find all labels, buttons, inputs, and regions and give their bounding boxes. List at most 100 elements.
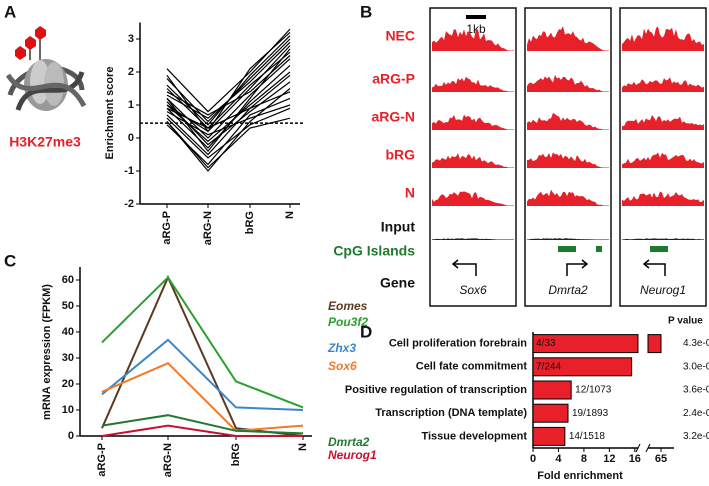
y-axis-label: mRNA expression (FPKM) xyxy=(41,284,53,420)
x-tick-label: aRG-N xyxy=(162,443,174,477)
series-line xyxy=(166,104,291,136)
p-value: 2.4e-06 xyxy=(683,408,709,419)
series-line xyxy=(166,38,291,123)
track-label: NEC xyxy=(385,28,415,44)
x-tick-label: bRG xyxy=(230,443,242,466)
panel-label: D xyxy=(360,322,372,341)
series-line xyxy=(101,338,304,411)
signal-track xyxy=(527,74,609,92)
y-tick-label: 3 xyxy=(128,33,134,45)
gene-ratio: 7/244 xyxy=(536,361,561,372)
series-line xyxy=(101,424,303,437)
p-value: 3.6e-03 xyxy=(683,385,709,396)
panel-label: A xyxy=(4,2,16,21)
y-tick-label: 50 xyxy=(62,300,74,312)
series-label: Eomes xyxy=(328,299,368,313)
signal-track xyxy=(432,238,514,240)
series-line xyxy=(101,414,304,435)
signal-track xyxy=(432,191,514,206)
gene-name: Sox6 xyxy=(459,283,487,297)
x-tick-label: aRG-P xyxy=(161,211,173,245)
x-tick-label: aRG-P xyxy=(96,443,108,477)
signal-track xyxy=(527,238,609,240)
category-label: Cell fate commitment xyxy=(416,361,528,373)
series-line xyxy=(166,31,291,133)
y-tick-label: 0 xyxy=(68,430,74,442)
series-line xyxy=(166,74,291,156)
track-label: N xyxy=(405,185,415,201)
cpg-islands xyxy=(558,246,668,252)
bar xyxy=(532,426,566,446)
gene-name: Neurog1 xyxy=(640,283,686,297)
bar xyxy=(532,403,569,423)
series-label: Pou3f2 xyxy=(328,315,368,329)
category-label: Positive regulation of transcription xyxy=(345,384,527,396)
x-tick-label: bRG xyxy=(244,211,256,234)
x-tick-label: aRG-N xyxy=(202,211,214,245)
series-line xyxy=(101,275,304,409)
bar xyxy=(532,380,572,400)
y-tick-label: -2 xyxy=(124,198,134,210)
gene-ratio: 14/1518 xyxy=(569,431,606,442)
bar xyxy=(532,357,633,377)
browser-frames xyxy=(429,7,707,307)
y-tick-label: -1 xyxy=(124,165,134,177)
series-label: Neurog1 xyxy=(328,448,377,462)
y-tick-label: 60 xyxy=(62,274,74,286)
bar xyxy=(647,334,662,354)
nucleosome-icon xyxy=(5,26,87,111)
signal-track xyxy=(432,76,514,92)
signal-track xyxy=(622,191,704,206)
series-line xyxy=(166,48,291,153)
track-label: CpG Islands xyxy=(333,243,415,259)
signal-track xyxy=(527,26,609,51)
category-label: Tissue development xyxy=(421,430,527,442)
x-tick-label: 0 xyxy=(530,453,536,465)
track-label: bRG xyxy=(385,147,415,163)
p-value: 4.3e-03 xyxy=(683,338,709,349)
y-tick-label: 10 xyxy=(62,404,74,416)
signal-track xyxy=(432,28,514,51)
x-tick-label: N xyxy=(297,443,309,451)
y-axis-label: Enrichment score xyxy=(104,67,116,160)
y-tick-label: 0 xyxy=(128,132,134,144)
category-label: Cell proliferation forebrain xyxy=(389,338,527,350)
x-axis-label: Fold enrichment xyxy=(537,470,623,482)
signal-track xyxy=(622,152,704,168)
series-line xyxy=(101,362,304,432)
signal-track xyxy=(432,114,514,130)
signal-track xyxy=(432,153,514,168)
y-tick-label: 1 xyxy=(128,99,134,111)
y-tick-label: 40 xyxy=(62,326,74,338)
series-label: Zhx3 xyxy=(327,341,356,355)
p-value: 3.2e-03 xyxy=(683,431,709,442)
series-line xyxy=(166,91,291,129)
signal-track xyxy=(527,152,609,168)
gene-arrows xyxy=(451,259,666,276)
series-line xyxy=(166,51,291,129)
p-value-header: P value xyxy=(668,316,703,327)
mark-label: H3K27me3 xyxy=(9,134,81,150)
category-label: Transcription (DNA template) xyxy=(375,407,527,419)
track-label: aRG-N xyxy=(371,109,415,125)
bar xyxy=(532,334,639,354)
track-label: aRG-P xyxy=(372,71,415,87)
series-label: Sox6 xyxy=(328,359,357,373)
series-line xyxy=(166,107,291,159)
signal-track xyxy=(622,238,704,240)
gene-ratio: 19/1893 xyxy=(572,408,609,419)
axis-break xyxy=(635,443,651,453)
track-label: Input xyxy=(381,219,416,235)
signal-track xyxy=(622,115,704,130)
signal-track xyxy=(622,26,704,51)
panel-label: B xyxy=(360,2,372,21)
y-tick-label: 20 xyxy=(62,378,74,390)
track-label: Gene xyxy=(380,275,415,291)
x-tick-label: 16 xyxy=(629,453,641,465)
series-line xyxy=(101,274,304,437)
x-tick-label: 4 xyxy=(555,453,562,465)
series-line xyxy=(166,88,291,172)
y-tick-label: 30 xyxy=(62,352,74,364)
x-tick-label: 8 xyxy=(581,453,587,465)
